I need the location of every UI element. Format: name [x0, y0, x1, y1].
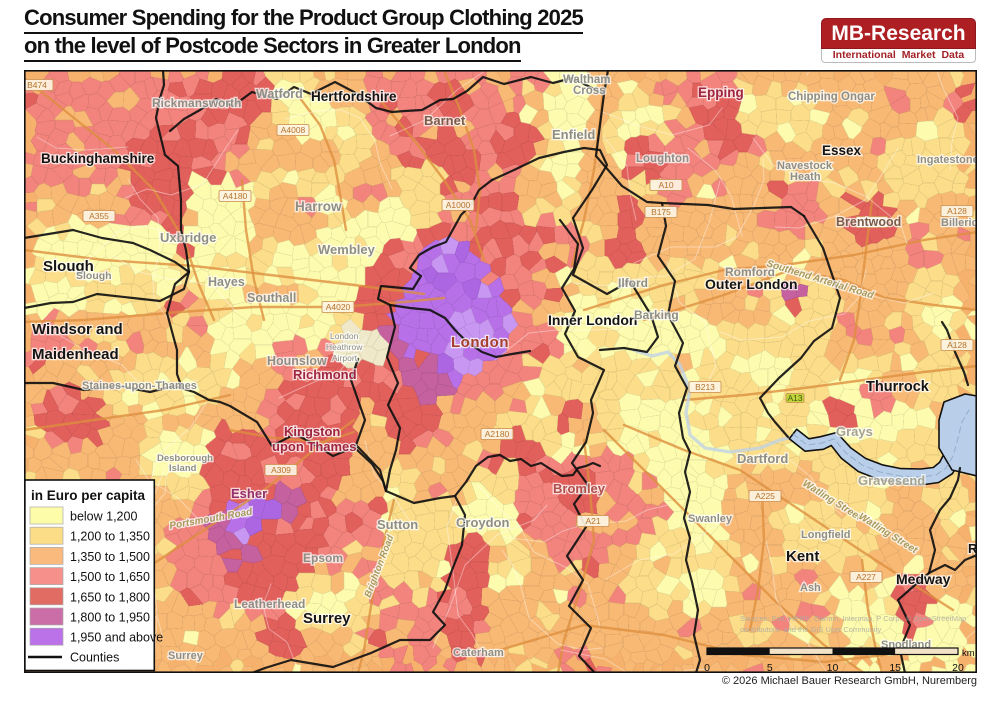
svg-text:A309: A309	[271, 465, 291, 475]
svg-text:London: London	[451, 334, 509, 351]
svg-text:1,650 to 1,800: 1,650 to 1,800	[70, 590, 150, 604]
svg-text:Brentwood: Brentwood	[836, 215, 901, 229]
svg-text:Staines-upon-Thames: Staines-upon-Thames	[82, 380, 197, 392]
svg-text:Rickmansworth: Rickmansworth	[152, 96, 241, 110]
svg-text:A128: A128	[947, 206, 967, 216]
svg-text:1,200 to 1,350: 1,200 to 1,350	[70, 530, 150, 544]
svg-text:Southall: Southall	[247, 291, 296, 305]
svg-text:Leatherhead: Leatherhead	[234, 597, 305, 611]
svg-text:Esher: Esher	[231, 486, 267, 501]
svg-text:Inner London: Inner London	[548, 312, 637, 328]
svg-text:B474: B474	[27, 80, 47, 90]
svg-text:Slough: Slough	[43, 258, 94, 275]
svg-text:A2180: A2180	[485, 429, 510, 439]
svg-text:Surrey: Surrey	[168, 650, 204, 662]
svg-text:Buckinghamshire: Buckinghamshire	[41, 151, 155, 166]
svg-text:Ilford: Ilford	[618, 276, 648, 290]
svg-text:Kent: Kent	[786, 548, 819, 565]
svg-text:below 1,200: below 1,200	[70, 510, 137, 524]
svg-text:Sources: Esri, HERE, Garmin, I: Sources: Esri, HERE, Garmin, Intermap, P…	[740, 614, 966, 623]
svg-text:Enfield: Enfield	[552, 127, 595, 142]
svg-text:A10: A10	[658, 180, 673, 190]
svg-text:London: London	[330, 331, 359, 341]
svg-text:Cross: Cross	[573, 85, 606, 97]
svg-text:A4180: A4180	[223, 191, 248, 201]
svg-text:Roch: Roch	[968, 541, 977, 556]
svg-text:A225: A225	[755, 491, 775, 501]
svg-text:Bromley: Bromley	[553, 481, 606, 496]
svg-text:Croydon: Croydon	[456, 515, 510, 530]
svg-text:Loughton: Loughton	[636, 153, 689, 165]
svg-text:Slough: Slough	[76, 270, 112, 282]
svg-text:Surrey: Surrey	[303, 610, 351, 627]
svg-text:A355: A355	[89, 211, 109, 221]
svg-text:Chipping Ongar: Chipping Ongar	[788, 91, 875, 103]
svg-text:contributors, and the GIS User: contributors, and the GIS User Community	[740, 625, 882, 634]
svg-text:Romford: Romford	[725, 265, 775, 279]
svg-text:Kingston: Kingston	[284, 424, 340, 439]
svg-text:Maidenhead: Maidenhead	[32, 346, 119, 363]
svg-text:Heathrow: Heathrow	[326, 342, 363, 352]
svg-text:Richmond: Richmond	[293, 367, 357, 382]
svg-text:Swanley: Swanley	[688, 513, 733, 525]
svg-text:Epsom: Epsom	[303, 551, 343, 565]
svg-text:A4020: A4020	[326, 302, 351, 312]
svg-text:A21: A21	[585, 516, 600, 526]
svg-text:Harrow: Harrow	[295, 199, 342, 214]
svg-text:in Euro per capita: in Euro per capita	[31, 488, 146, 503]
svg-text:B175: B175	[651, 207, 671, 217]
svg-text:A4008: A4008	[281, 125, 306, 135]
svg-text:Gravesend: Gravesend	[858, 473, 925, 488]
svg-text:Hertfordshire: Hertfordshire	[311, 89, 397, 104]
svg-text:Island: Island	[169, 463, 197, 474]
svg-text:Waltham: Waltham	[563, 74, 611, 86]
svg-text:km: km	[962, 648, 975, 659]
svg-text:15: 15	[889, 662, 901, 673]
svg-text:Hayes: Hayes	[208, 275, 245, 289]
svg-text:Heath: Heath	[790, 171, 821, 183]
svg-text:A13: A13	[787, 393, 802, 403]
svg-text:Billericay: Billericay	[941, 217, 977, 229]
svg-text:upon Thames: upon Thames	[272, 439, 357, 454]
svg-text:Barking: Barking	[634, 308, 679, 322]
svg-text:Epping: Epping	[698, 85, 744, 100]
svg-text:Ash: Ash	[800, 582, 821, 594]
svg-text:Desborough: Desborough	[157, 453, 213, 464]
svg-text:Wembley: Wembley	[318, 242, 376, 257]
svg-text:A128: A128	[862, 217, 882, 227]
svg-text:Sutton: Sutton	[377, 517, 418, 532]
svg-text:Grays: Grays	[836, 424, 873, 439]
svg-text:Airport: Airport	[332, 353, 358, 363]
svg-text:B213: B213	[695, 382, 715, 392]
svg-text:1,350 to 1,500: 1,350 to 1,500	[70, 550, 150, 564]
svg-text:Caterham: Caterham	[453, 647, 504, 659]
svg-text:5: 5	[767, 662, 773, 673]
svg-text:Ingatestone: Ingatestone	[917, 154, 977, 166]
svg-text:A227: A227	[856, 572, 876, 582]
svg-text:Counties: Counties	[70, 651, 119, 665]
svg-text:Outer London: Outer London	[705, 276, 798, 292]
svg-text:Uxbridge: Uxbridge	[160, 230, 216, 245]
svg-text:Dartford: Dartford	[737, 451, 788, 466]
svg-text:Windsor and: Windsor and	[32, 321, 123, 338]
svg-text:Watford: Watford	[256, 87, 303, 101]
svg-text:1,800 to 1,950: 1,800 to 1,950	[70, 611, 150, 625]
svg-text:Medway: Medway	[896, 571, 951, 587]
svg-text:A128: A128	[947, 340, 967, 350]
svg-text:Hounslow: Hounslow	[267, 354, 327, 368]
svg-text:0: 0	[704, 662, 710, 673]
svg-text:Longfield: Longfield	[801, 529, 851, 541]
svg-text:Thurrock: Thurrock	[866, 379, 930, 395]
svg-text:Navestock: Navestock	[777, 160, 833, 172]
svg-text:20: 20	[952, 662, 964, 673]
svg-text:1,500 to 1,650: 1,500 to 1,650	[70, 570, 150, 584]
svg-text:1,950 and above: 1,950 and above	[70, 631, 163, 645]
svg-text:10: 10	[827, 662, 839, 673]
svg-text:Barnet: Barnet	[424, 113, 466, 128]
svg-text:Essex: Essex	[822, 143, 862, 158]
svg-text:A1000: A1000	[446, 200, 471, 210]
